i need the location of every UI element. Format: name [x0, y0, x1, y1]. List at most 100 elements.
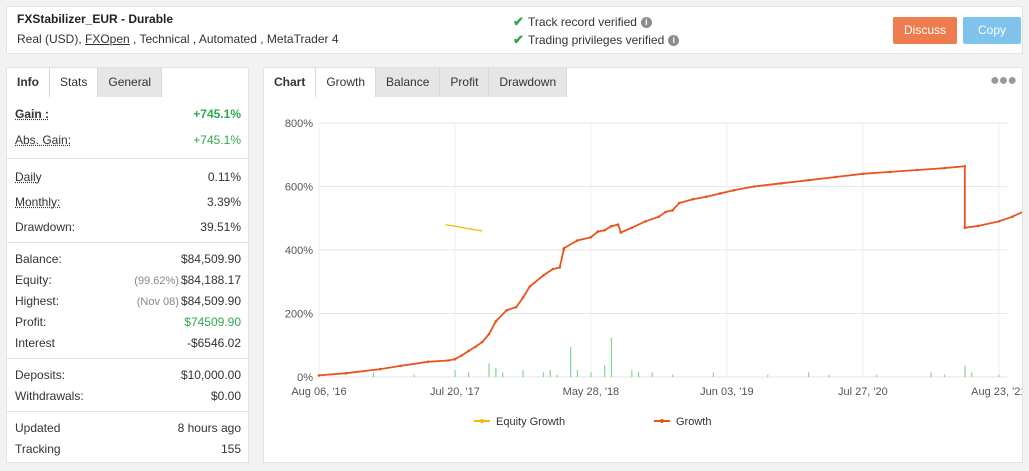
stat-label: Profit:	[15, 315, 47, 329]
tab-drawdown[interactable]: Drawdown	[489, 68, 568, 97]
data-point	[542, 274, 545, 277]
equity-percent: (99.62%)	[134, 275, 179, 287]
volume-bar	[454, 370, 456, 377]
volume-bar	[828, 374, 830, 377]
tab-general[interactable]: General	[98, 68, 163, 97]
divider	[7, 411, 248, 412]
stat-daily: Daily 0.11%	[15, 167, 241, 187]
volume-bar	[651, 372, 653, 377]
stat-value: 39.51%	[200, 220, 241, 234]
stat-label: Balance:	[15, 252, 62, 266]
stat-label: Updated	[15, 421, 61, 435]
volume-bar	[590, 372, 592, 377]
broker-link[interactable]: FXOpen	[85, 32, 130, 46]
trading-privileges-verified: ✔ Trading privileges verified i	[513, 32, 680, 48]
y-tick-label: 200%	[285, 309, 313, 321]
data-point	[521, 296, 525, 299]
more-dots-icon[interactable]: ●●●	[990, 72, 1017, 89]
check-icon: ✔	[513, 32, 524, 47]
tab-growth[interactable]: Growth	[316, 68, 377, 97]
volume-bar	[522, 370, 524, 377]
data-point	[678, 201, 681, 205]
stat-label[interactable]: Abs. Gain:	[15, 133, 72, 147]
volume-bar	[610, 337, 613, 377]
stat-value: +745.1%	[193, 133, 241, 147]
y-tick-label: 600%	[285, 182, 313, 194]
stat-label: Highest:	[15, 294, 60, 308]
volume-bar	[998, 374, 1000, 377]
divider	[7, 242, 248, 243]
stat-label[interactable]: Monthly:	[15, 195, 61, 209]
data-point	[399, 364, 402, 368]
growth-chart: 0% 200% 400% 600% 800% Aug 06, '16 Jul 20, '17…	[285, 118, 1022, 428]
volume-bar	[542, 372, 545, 377]
highest-date: (Nov 08)	[136, 296, 179, 308]
stat-label[interactable]: Gain :	[15, 107, 50, 121]
legend-label: Growth	[676, 416, 711, 428]
info-icon[interactable]: i	[640, 16, 652, 28]
tab-profit[interactable]: Profit	[440, 68, 490, 97]
data-point	[551, 267, 555, 271]
volume-bar	[672, 374, 674, 377]
data-point	[963, 164, 967, 168]
account-type: Real (USD),	[17, 32, 86, 46]
data-point	[997, 220, 1001, 223]
data-point	[963, 226, 967, 230]
volume-bar	[495, 367, 497, 377]
stats-tabs: Info Stats General	[7, 68, 163, 98]
discuss-button[interactable]: Discuss	[893, 17, 957, 44]
volume-bar	[712, 372, 715, 377]
divider	[7, 358, 248, 359]
data-point	[494, 320, 498, 323]
data-point	[596, 230, 600, 233]
data-point	[664, 210, 668, 214]
tab-info[interactable]: Info	[7, 68, 50, 97]
chart-lines	[317, 164, 1022, 377]
info-icon[interactable]: i	[668, 34, 680, 46]
legend-marker	[660, 419, 664, 423]
tab-stats[interactable]: Stats	[50, 68, 99, 97]
volume-bar	[638, 372, 640, 377]
data-point	[779, 182, 783, 185]
stat-label: Interest	[15, 336, 56, 350]
tab-chart[interactable]: Chart	[264, 68, 317, 97]
data-point	[977, 224, 980, 228]
stat-value: 3.39%	[206, 195, 241, 209]
stat-label[interactable]: Daily	[15, 170, 42, 184]
stat-value-group: (99.62%) $84,188.17	[134, 273, 241, 287]
stat-value: 8 hours ago	[177, 421, 241, 435]
chart-legend: Equity Growth Growth	[474, 416, 711, 428]
stat-interest: Interest -$6546.02	[15, 333, 241, 353]
volume-bar	[631, 370, 633, 377]
volume-bar	[767, 374, 769, 377]
data-point	[514, 305, 518, 309]
data-point	[732, 189, 736, 192]
data-point	[752, 185, 756, 188]
x-tick-label: Jul 27, '20	[838, 386, 888, 398]
stat-label: Withdrawals:	[15, 389, 84, 403]
stat-drawdown: Drawdown: 39.51%	[15, 217, 241, 237]
copy-button[interactable]: Copy	[963, 17, 1021, 44]
data-point	[834, 175, 837, 179]
equity-growth-line	[445, 224, 483, 232]
volume-bar	[372, 372, 375, 377]
volume-bar	[556, 374, 558, 377]
volume-bar	[570, 347, 572, 377]
data-point	[378, 367, 382, 371]
data-point	[576, 239, 579, 242]
stat-label: Tracking	[15, 442, 61, 456]
data-point	[1011, 215, 1014, 218]
data-point	[718, 192, 722, 195]
y-tick-label: 800%	[285, 118, 313, 130]
chart-tabs: Chart Growth Balance Profit Drawdown	[264, 68, 568, 98]
stat-value: $10,000.00	[180, 368, 241, 382]
system-title: FXStabilizer_EUR - Durable	[17, 12, 174, 26]
data-point	[480, 340, 484, 344]
stat-value: -$6546.02	[186, 336, 241, 350]
tab-balance[interactable]: Balance	[376, 68, 441, 97]
stat-value: 0.11%	[207, 170, 241, 184]
data-point	[671, 209, 674, 212]
data-point	[619, 231, 623, 234]
track-record-verified: ✔ Track record verified i	[513, 14, 652, 30]
legend-item: Equity Growth	[474, 416, 565, 428]
